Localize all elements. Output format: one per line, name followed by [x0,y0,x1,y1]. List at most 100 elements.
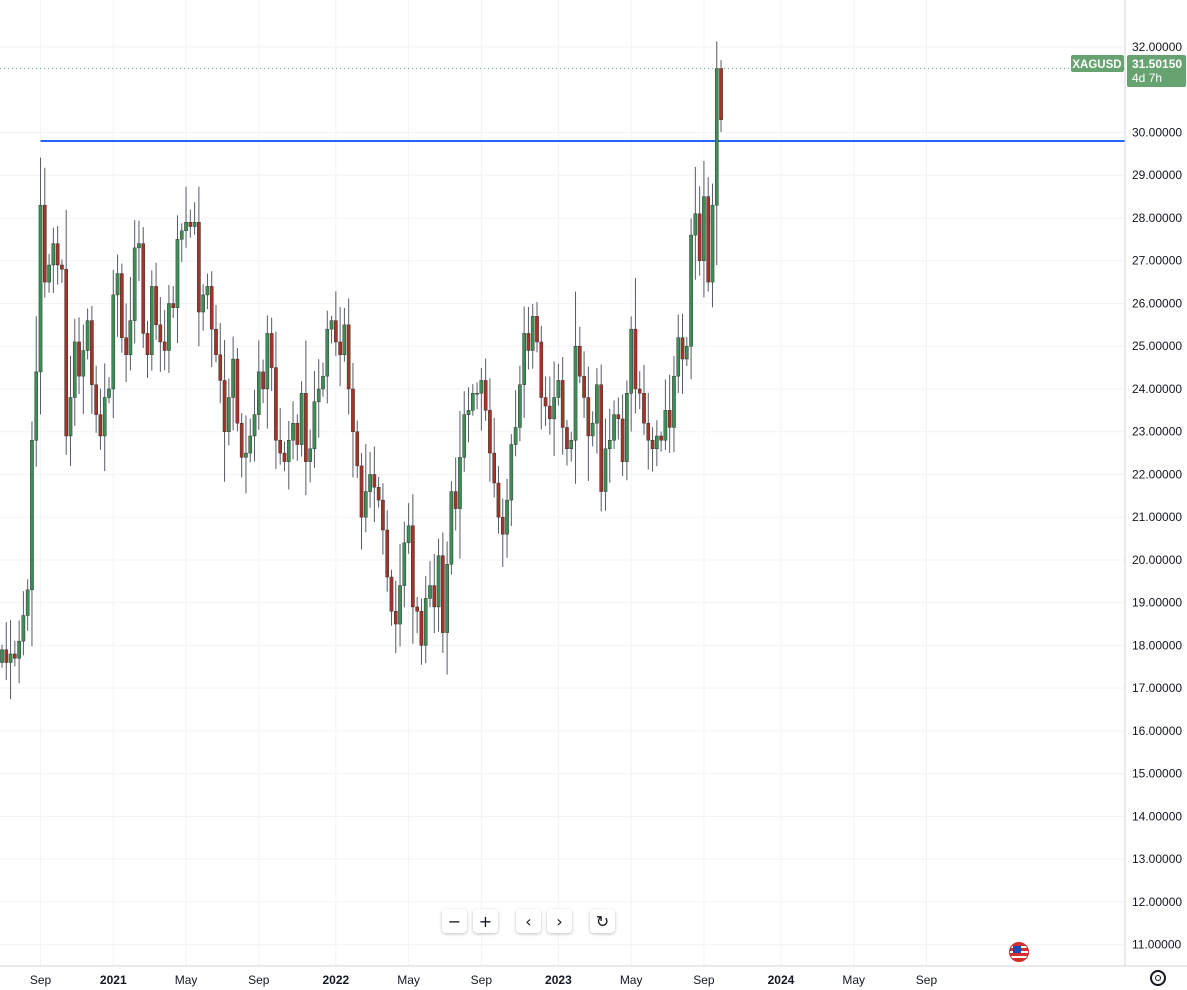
x-tick-label: 2022 [322,973,349,987]
y-tick-label: 14.00000 [1132,809,1182,823]
y-tick-label: 15.00000 [1132,767,1182,781]
scroll-left-button[interactable]: ‹ [516,909,541,933]
candle [667,374,672,453]
candle [526,306,531,370]
candle [702,161,706,298]
candle [60,259,64,283]
candle [376,476,381,508]
candle [346,298,351,415]
candle [94,365,98,433]
y-tick-label: 13.00000 [1132,852,1182,866]
candle [218,322,223,404]
zoom-out-button[interactable]: − [442,909,467,933]
candle [441,532,445,653]
candle [368,451,372,508]
candle [85,308,90,360]
x-tick-label: Sep [916,973,938,987]
y-tick-label: 29.00000 [1132,168,1182,182]
candle [436,538,441,632]
candle [201,284,205,331]
candle [359,452,364,550]
scroll-right-button[interactable]: › [547,909,572,933]
candle [244,415,248,494]
candle [573,291,578,484]
candle [167,284,171,373]
candle [171,286,176,318]
candle [334,291,338,356]
candle [162,309,167,371]
candle [90,305,94,414]
price-axis[interactable]: 11.00000 12.00000 13.00000 14.00000 15.00000… [1132,40,1182,952]
candle [222,339,227,482]
candle [462,391,467,472]
y-tick-label: 22.00000 [1132,467,1182,481]
candle [316,359,321,438]
candle [620,394,625,476]
candle [128,276,133,371]
candle [428,561,432,608]
candle [607,408,612,483]
candle [509,434,514,527]
candle [663,379,668,451]
candle [693,166,698,280]
candle [329,315,334,344]
candle [132,220,137,344]
candle [458,410,462,559]
candle [616,397,621,440]
candle [432,553,437,633]
candle [449,481,454,575]
candle [488,378,492,482]
reset-chart-button[interactable]: ↻ [590,909,615,933]
candle [565,419,569,466]
candle [175,215,180,344]
x-tick-label: May [842,973,865,987]
candle [4,622,9,681]
candle [582,351,586,418]
y-tick-label: 17.00000 [1132,681,1182,695]
candle [629,316,633,432]
candle [612,400,616,449]
candle [659,431,663,452]
candle [227,378,231,446]
candle [560,357,565,455]
candle [423,576,428,664]
y-tick-label: 19.00000 [1132,596,1182,610]
candle [393,580,398,654]
candle [385,510,390,592]
candle [578,326,582,384]
x-tick-label: Sep [30,973,52,987]
candle [299,381,304,457]
candle [72,318,77,426]
candle [496,466,501,534]
y-tick-label: 25.00000 [1132,339,1182,353]
candle [38,157,43,415]
x-tick-label: 2024 [768,973,795,987]
candle [406,503,411,554]
candle [304,340,308,496]
candle [231,336,235,431]
candle [633,278,638,414]
candle [43,167,47,298]
candle [522,306,526,418]
zoom-in-button[interactable]: + [473,909,498,933]
candle [389,569,394,626]
candle [154,262,158,340]
candle [646,392,651,470]
candle [77,317,81,395]
candle [312,370,317,468]
candle [411,494,415,644]
candle [274,331,278,469]
candle [239,413,244,478]
y-tick-label: 24.00000 [1132,382,1182,396]
candle [308,429,312,483]
us-flag-icon[interactable] [1009,942,1029,962]
settings-gear-icon[interactable] [1150,970,1166,986]
y-tick-label: 12.00000 [1132,895,1182,909]
candle [603,418,608,511]
candle [535,302,539,353]
candle [278,408,283,465]
y-tick-label: 32.00000 [1132,40,1182,54]
candle [637,371,642,410]
time-axis[interactable]: Sep 2021 May Sep 2022 May Sep 2023 May Sep 2024 May… [30,973,938,987]
